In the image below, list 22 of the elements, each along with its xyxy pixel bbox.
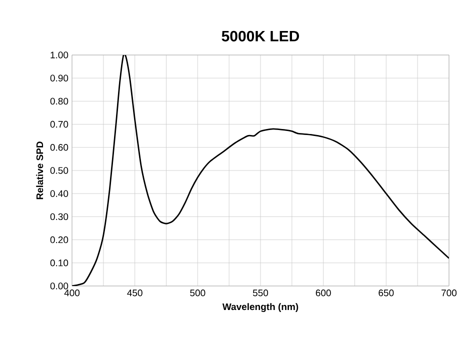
y-tick-label: 0.30 (50, 213, 68, 220)
x-tick-label: 700 (442, 290, 457, 296)
x-tick-label: 500 (190, 290, 206, 296)
y-tick-label: 0.80 (50, 98, 68, 105)
x-tick-label: 550 (252, 290, 268, 296)
y-tick-label: 0.70 (50, 120, 68, 128)
x-tick-label: 600 (316, 290, 331, 296)
y-tick-label: 0.40 (50, 190, 68, 197)
line-series (72, 54, 449, 286)
x-tick-label: 650 (378, 290, 394, 296)
y-tick-label: 1.00 (50, 52, 68, 58)
y-tick-label: 0.10 (50, 260, 68, 266)
chart-title: 5000K LED (222, 30, 300, 42)
y-tick-label: 0.00 (50, 282, 68, 290)
y-tick-label: 0.20 (50, 236, 68, 244)
x-tick-label: 400 (64, 290, 80, 296)
y-tick-label: 0.90 (50, 74, 68, 82)
y-tick-label: 0.50 (50, 167, 68, 174)
y-tick-label: 0.60 (50, 144, 68, 151)
x-axis-title: Wavelength (nm) (222, 303, 298, 312)
y-axis-title: Relative SPD (36, 142, 44, 200)
x-tick-label: 450 (127, 290, 142, 296)
